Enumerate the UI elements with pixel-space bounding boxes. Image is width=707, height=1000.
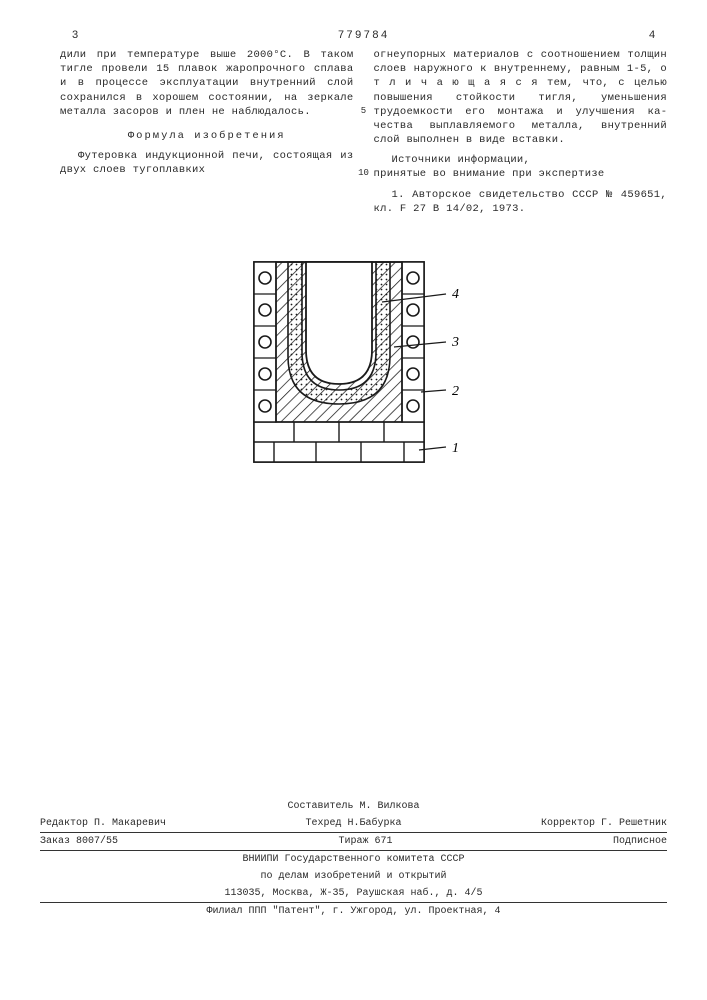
crucible-diagram: 4 3 2 1 xyxy=(224,252,504,482)
right-column: огнеупорных материалов с соотношением то… xyxy=(374,48,668,222)
footer-editor: Редактор П. Макаревич xyxy=(40,816,166,831)
patent-number: 779784 xyxy=(90,30,637,42)
text-columns: 5 10 дили при температуре выше 2000°С. В… xyxy=(60,48,667,222)
left-paragraph-1: дили при температуре выше 2000°С. В тако… xyxy=(60,48,354,119)
footer: Составитель М. Вилкова Редактор П. Макар… xyxy=(40,798,667,920)
base-bricks xyxy=(254,422,424,462)
sources-title: Источники информации, xyxy=(374,153,668,167)
footer-address: 113035, Москва, Ж-35, Раушская наб., д. … xyxy=(40,885,667,903)
page-number-right: 4 xyxy=(637,30,667,42)
footer-subscription: Подписное xyxy=(613,834,667,849)
footer-org1: ВНИИПИ Государственного комитета СССР xyxy=(40,851,667,868)
figure-container: 4 3 2 1 xyxy=(60,252,667,482)
header: 3 779784 4 xyxy=(60,30,667,42)
footer-techred: Техред Н.Бабурка xyxy=(305,816,401,831)
formula-title: Формула изобретения xyxy=(60,129,354,143)
line-number-5: 5 xyxy=(361,106,366,116)
crucible-cavity xyxy=(306,262,372,384)
line-number-10: 10 xyxy=(358,168,369,178)
left-column: дили при температуре выше 2000°С. В тако… xyxy=(60,48,354,222)
footer-order: Заказ 8007/55 xyxy=(40,834,118,849)
page-number-left: 3 xyxy=(60,30,90,42)
label-1: 1 xyxy=(452,441,459,456)
sources-subtitle: принятые во внимание при экспертизе xyxy=(374,167,668,181)
label-2: 2 xyxy=(452,384,459,399)
footer-filial: Филиал ППП "Патент", г. Ужгород, ул. Про… xyxy=(40,903,667,920)
page-container: 3 779784 4 5 10 дили при температуре выш… xyxy=(0,0,707,482)
right-paragraph-1: огнеупорных материалов с соотношением то… xyxy=(374,48,668,147)
footer-tirage: Тираж 671 xyxy=(338,834,392,849)
reference-1: 1. Авторское свидетельство СССР № 459651… xyxy=(374,188,668,216)
footer-compiler: Составитель М. Вилкова xyxy=(40,798,667,815)
footer-corrector: Корректор Г. Решетник xyxy=(541,816,667,831)
label-4: 4 xyxy=(452,287,459,302)
footer-org2: по делам изобретений и открытий xyxy=(40,868,667,885)
label-3: 3 xyxy=(451,335,459,350)
left-paragraph-2: Футеровка индукционной печи, со­стоящая … xyxy=(60,149,354,177)
